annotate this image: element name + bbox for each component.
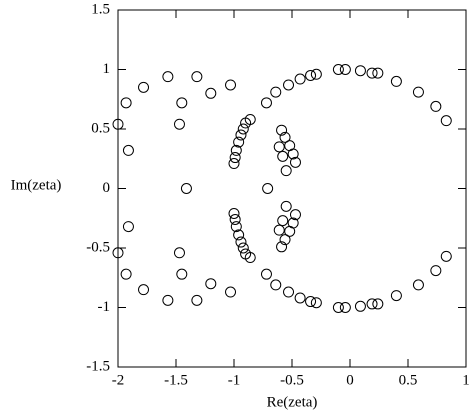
x-tick-label: -0.5 <box>280 372 304 388</box>
point <box>173 118 185 130</box>
point <box>310 68 322 80</box>
point <box>277 215 289 227</box>
point <box>305 296 317 308</box>
plot-frame <box>117 9 467 368</box>
point <box>276 124 288 136</box>
point <box>176 97 188 109</box>
point <box>339 302 351 313</box>
point <box>412 279 424 291</box>
point <box>430 265 442 277</box>
point <box>237 242 249 254</box>
y-tick-label: 1.5 <box>91 1 110 17</box>
point <box>122 144 134 156</box>
point <box>112 118 124 130</box>
y-tick-label: -0.5 <box>86 239 110 255</box>
point <box>294 73 306 85</box>
point <box>120 97 132 109</box>
x-tick-label: 0 <box>346 372 354 388</box>
point <box>260 97 272 109</box>
point <box>310 297 322 309</box>
point <box>180 183 192 194</box>
point <box>229 152 241 164</box>
point <box>191 71 203 83</box>
point <box>289 209 301 221</box>
point <box>366 298 378 310</box>
point <box>233 136 245 148</box>
point <box>162 294 174 306</box>
point <box>237 123 249 135</box>
point <box>228 158 240 170</box>
point <box>235 129 247 141</box>
point <box>230 221 242 233</box>
point <box>279 234 291 246</box>
point <box>122 221 134 233</box>
point <box>332 64 344 75</box>
x-tick-label: 1 <box>462 372 470 388</box>
point <box>276 241 288 253</box>
point <box>112 247 124 259</box>
point <box>430 100 442 112</box>
point <box>138 284 150 296</box>
point <box>280 165 292 177</box>
point <box>280 200 292 212</box>
point <box>277 150 289 162</box>
y-tick-label: 1 <box>103 61 111 77</box>
y-tick-label: -1 <box>98 299 111 315</box>
x-tick-label: -1 <box>228 372 241 388</box>
point <box>270 279 282 291</box>
y-tick-label: 0 <box>103 180 111 196</box>
x-tick-label: -1.5 <box>164 372 188 388</box>
y-tick-label: 0.5 <box>91 120 110 136</box>
point <box>372 298 384 310</box>
point <box>173 247 185 259</box>
point <box>440 250 452 262</box>
point <box>244 252 256 264</box>
point <box>120 268 132 280</box>
point <box>233 229 245 241</box>
point <box>283 286 295 298</box>
point <box>162 71 174 83</box>
point <box>270 86 282 98</box>
point <box>273 141 285 153</box>
x-axis-label: Re(zeta) <box>267 394 318 410</box>
point <box>225 79 237 91</box>
point <box>244 113 256 125</box>
point <box>230 144 242 156</box>
point <box>235 236 247 248</box>
y-axis-label: Im(zeta) <box>11 177 62 193</box>
point <box>390 290 402 302</box>
point <box>339 64 351 75</box>
point <box>287 148 299 160</box>
point <box>205 278 217 290</box>
point <box>191 294 203 306</box>
point <box>366 67 378 79</box>
point <box>228 207 240 219</box>
x-tick-label: -2 <box>112 372 125 388</box>
point <box>372 67 384 79</box>
point <box>205 87 217 99</box>
point <box>305 69 317 81</box>
point <box>390 75 402 87</box>
point <box>229 213 241 225</box>
point <box>262 183 274 194</box>
point <box>273 224 285 236</box>
y-tick-label: -1.5 <box>86 358 110 374</box>
point <box>440 115 452 127</box>
point <box>354 300 366 312</box>
point <box>225 286 237 298</box>
point <box>412 86 424 98</box>
point <box>279 131 291 143</box>
point <box>260 268 272 280</box>
x-tick-label: 0.5 <box>399 372 418 388</box>
point <box>138 81 150 93</box>
point <box>283 79 295 91</box>
point <box>289 156 301 168</box>
point <box>287 217 299 229</box>
point <box>294 292 306 304</box>
point <box>354 65 366 77</box>
point <box>176 268 188 280</box>
point <box>332 302 344 313</box>
